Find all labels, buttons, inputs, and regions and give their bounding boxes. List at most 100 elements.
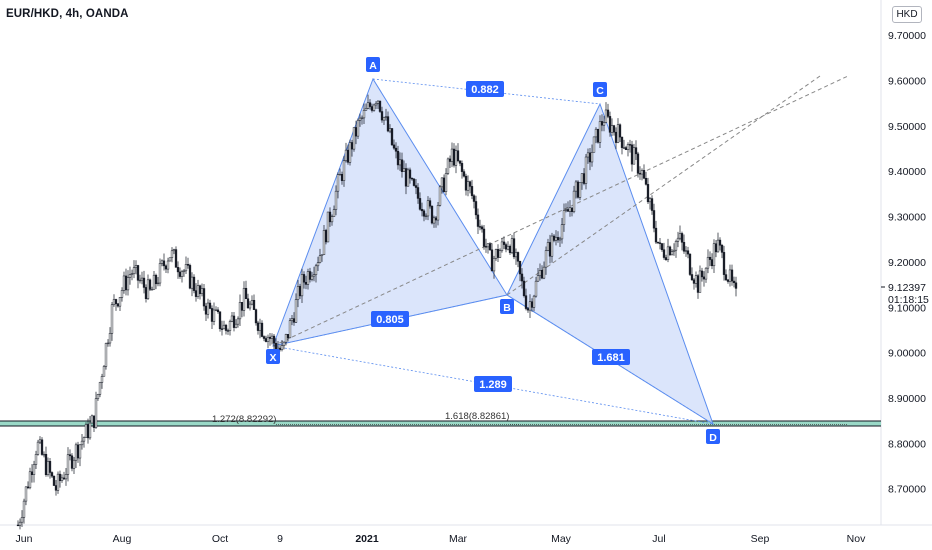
candle-body [186, 264, 190, 266]
candle-body [360, 117, 364, 119]
candle-body [542, 266, 546, 279]
candle-body [102, 366, 106, 377]
candle-body [326, 211, 330, 243]
candle-body [394, 147, 398, 152]
candle-body [526, 308, 530, 311]
candle-body [584, 156, 588, 184]
candle-body [218, 311, 222, 330]
candle-body [170, 250, 174, 258]
candle-body [696, 275, 700, 293]
point-badge-d[interactable]: D [706, 429, 720, 444]
time-tick-label: Mar [449, 533, 468, 545]
point-badge-a[interactable]: A [366, 57, 380, 72]
candle-body [304, 281, 308, 285]
candle-body [502, 241, 506, 245]
candle-body [340, 174, 344, 181]
point-badge-c[interactable]: C [593, 82, 607, 97]
candle-body [310, 275, 314, 280]
price-axis[interactable]: 9.70000 9.60000 9.50000 9.40000 9.30000 9.200… [888, 30, 926, 496]
candle-body [644, 178, 648, 185]
candle-body [342, 160, 346, 181]
candle-body [368, 102, 372, 107]
point-badge-b[interactable]: B [500, 299, 514, 314]
candle-body [416, 187, 420, 199]
candle-body [44, 453, 48, 475]
ratio-badge-xb[interactable]: 0.805 [371, 311, 409, 327]
candle-body [110, 304, 114, 334]
candle-body [62, 477, 66, 480]
candle-body [528, 301, 532, 311]
candle-body [190, 276, 194, 289]
candle-body [714, 243, 718, 253]
candle-body [356, 120, 360, 137]
ratio-badge-xd[interactable]: 1.289 [474, 376, 512, 392]
candle-body [466, 181, 470, 191]
candle-body [350, 142, 354, 150]
candle-body [240, 302, 244, 311]
time-tick-label: May [551, 533, 572, 545]
candle-body [606, 109, 610, 117]
time-axis[interactable]: Jun Aug Oct 9 2021 Mar May Jul Sep Nov [16, 533, 867, 545]
candle-body [516, 252, 520, 262]
candle-body [56, 473, 60, 491]
candle-body [88, 422, 92, 439]
candle-body [500, 241, 504, 251]
candle-body [24, 486, 28, 502]
candle-body [314, 265, 318, 275]
candle-body [200, 288, 204, 294]
candle-body [414, 185, 418, 188]
candle-body [116, 303, 120, 307]
candle-body [630, 144, 634, 165]
candle-body [206, 302, 210, 315]
candle-body [522, 280, 526, 296]
candle-body [506, 246, 510, 250]
ratio-badge-ac[interactable]: 0.882 [466, 81, 504, 97]
dashed-trend-upper [506, 75, 821, 296]
candle-body [732, 280, 736, 284]
candle-body [352, 127, 356, 150]
candle-body [440, 177, 444, 188]
time-tick-label: Sep [751, 533, 770, 545]
candle-body [192, 276, 196, 291]
candle-body [544, 250, 548, 268]
candle-body [628, 144, 632, 146]
candle-body [642, 170, 646, 179]
candle-body [712, 243, 716, 267]
candle-body [262, 336, 266, 339]
candle-body [704, 267, 708, 280]
candle-body [684, 250, 688, 252]
candle-body [66, 454, 70, 475]
candle-body [396, 151, 400, 166]
candle-body [106, 342, 110, 345]
candle-body [148, 279, 152, 290]
point-badge-x[interactable]: X [266, 349, 280, 364]
candle-body [546, 242, 550, 251]
candle-body [708, 256, 712, 260]
currency-badge[interactable]: HKD [892, 6, 922, 23]
candle-body [228, 321, 232, 331]
level-label-1272: 1.272(8.82292) [212, 414, 276, 425]
candle-body [730, 269, 734, 282]
price-tick-label: 9.20000 [888, 257, 926, 269]
candle-body [172, 249, 176, 252]
candle-body [318, 255, 322, 263]
candle-body [214, 309, 218, 311]
candle-body [442, 177, 446, 192]
candle-body [292, 318, 296, 323]
candle-body [720, 244, 724, 253]
candle-body [586, 152, 590, 158]
candle-body [378, 100, 382, 112]
candle-body [418, 198, 422, 210]
candle-body [376, 100, 380, 104]
candle-body [488, 243, 492, 251]
candle-body [100, 376, 104, 383]
candle-body [266, 336, 270, 342]
candle-body [718, 239, 722, 246]
candle-body [508, 246, 512, 253]
level-label-1618: 1.618(8.82861) [445, 411, 509, 422]
ratio-badge-bd[interactable]: 1.681 [592, 349, 630, 365]
price-tick-label: 9.70000 [888, 30, 926, 42]
candle-body [46, 461, 50, 475]
candle-body [570, 207, 574, 212]
